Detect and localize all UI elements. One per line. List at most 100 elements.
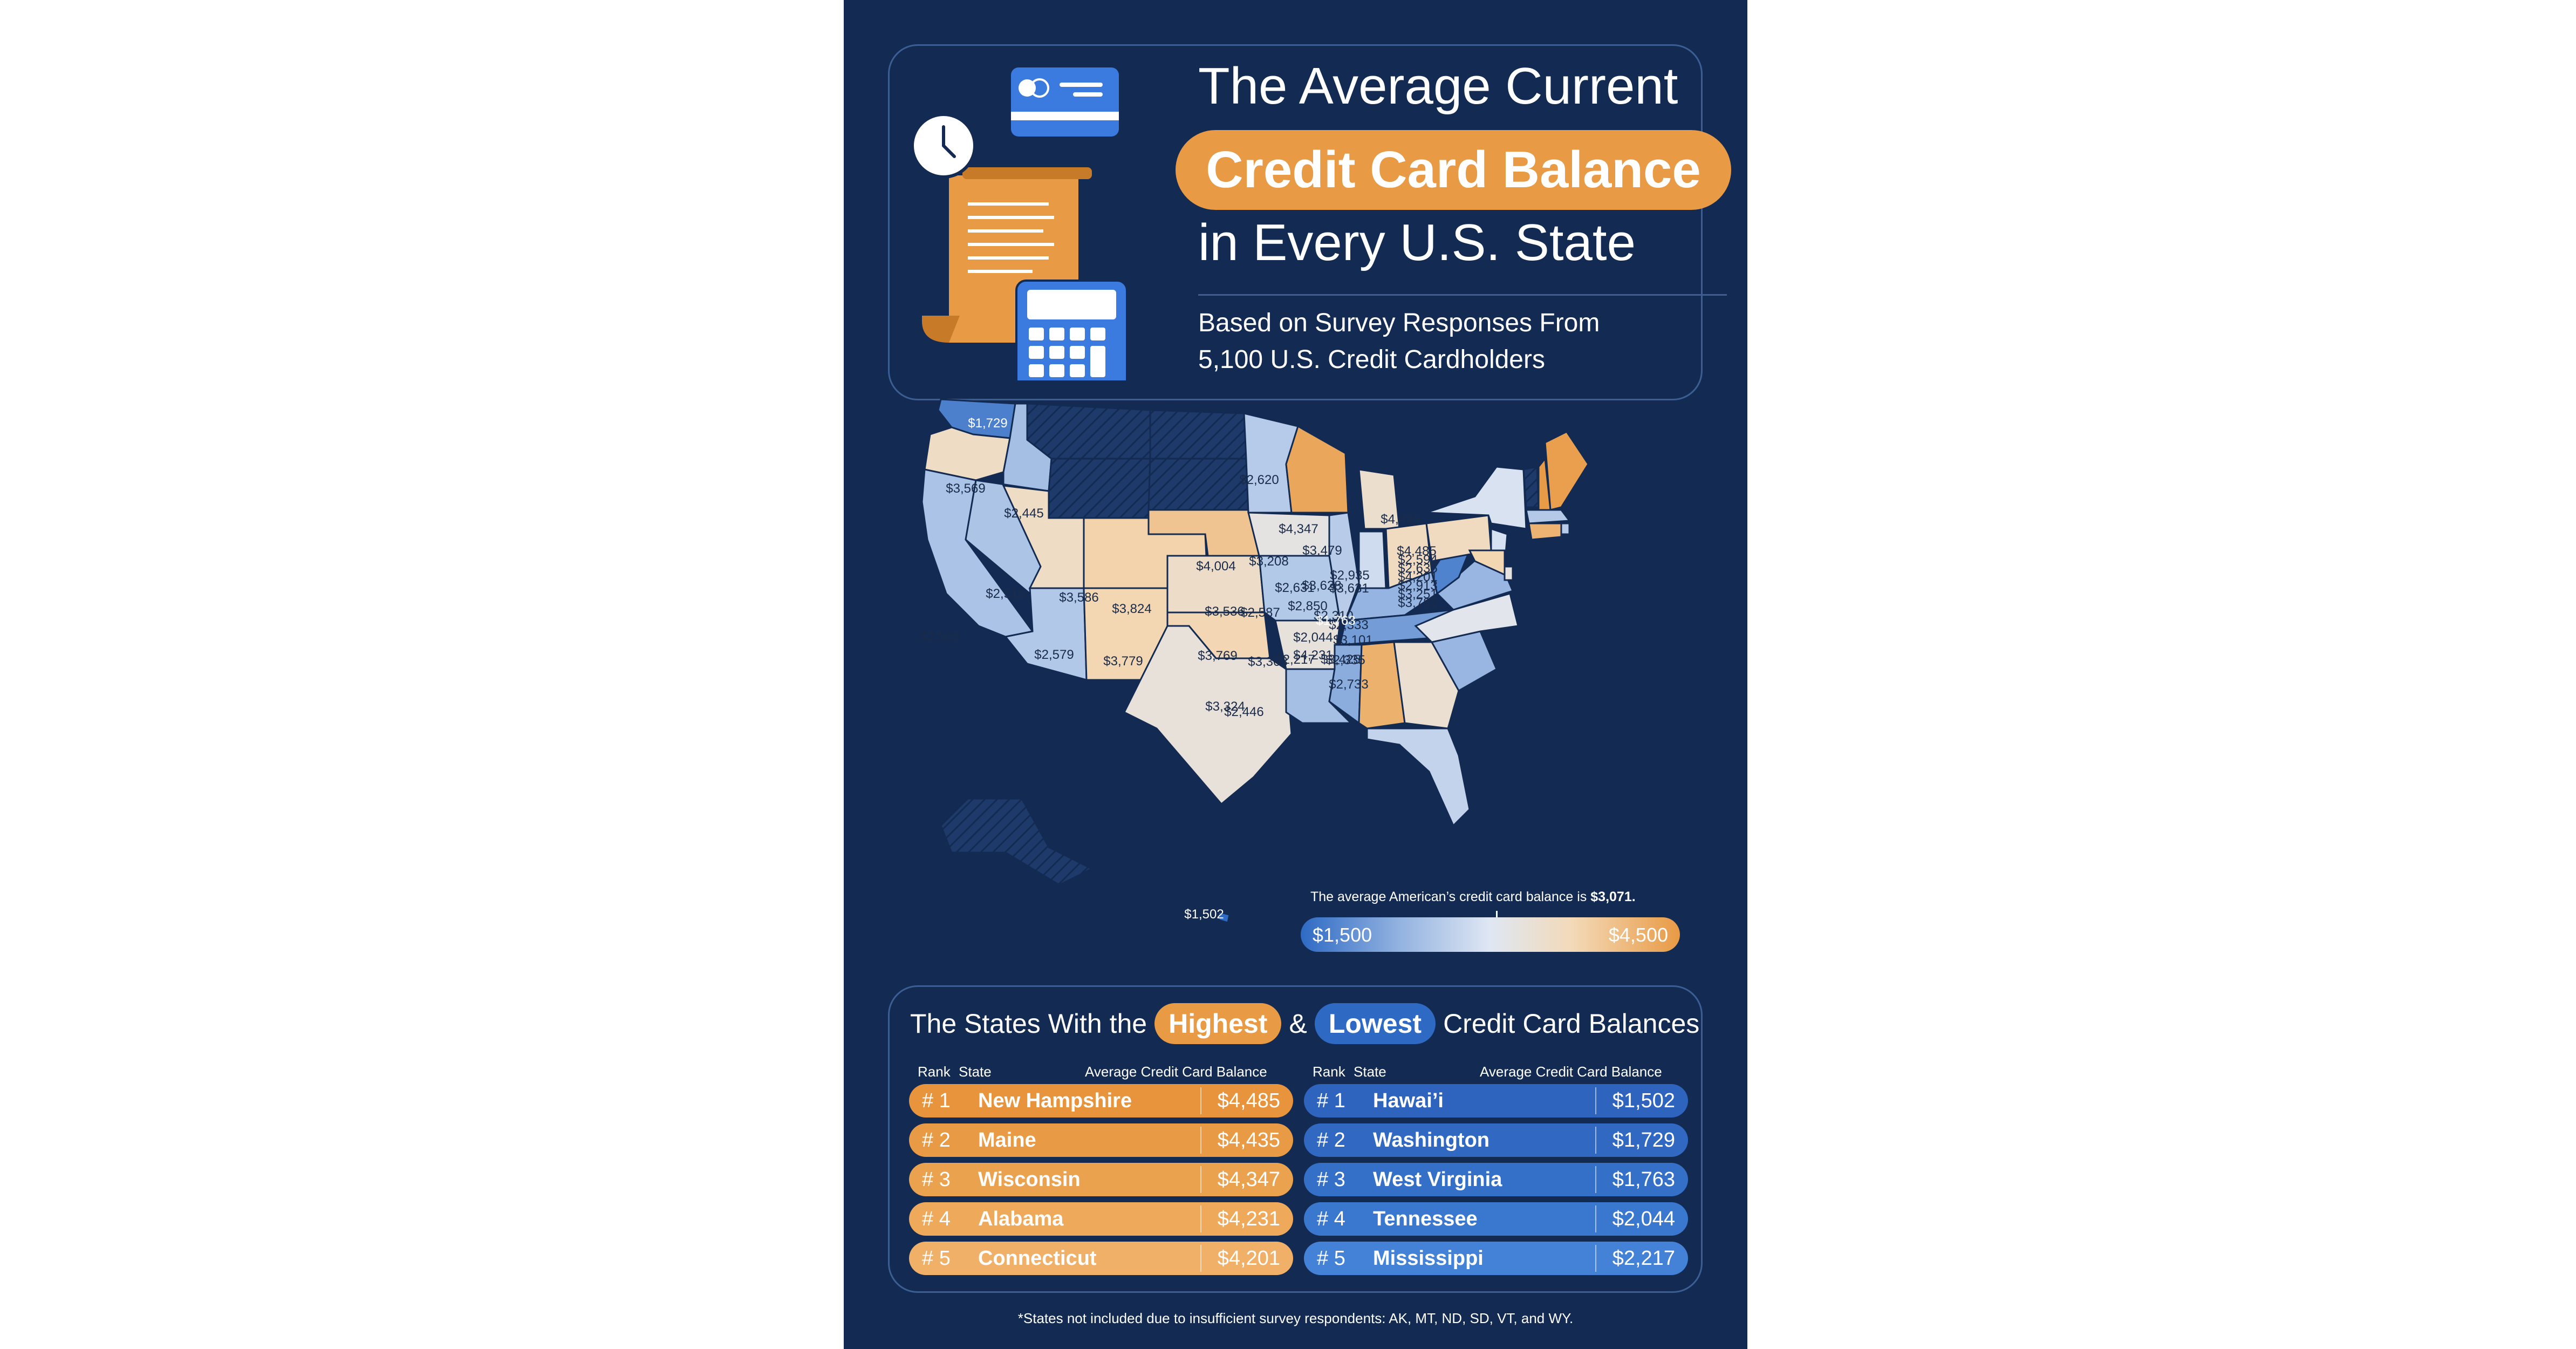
rank-state: Washington — [1373, 1129, 1489, 1152]
subtitle-line-2: 5,100 U.S. Credit Cardholders — [1198, 345, 1545, 374]
average-note: The average American’s credit card balan… — [1310, 889, 1636, 904]
state-value-label-id: $2,445 — [1004, 506, 1043, 521]
header-card: The Average Current Credit Card Balance … — [888, 44, 1731, 400]
rankings-title: The States With the Highest & Lowest Cre… — [910, 1003, 1699, 1044]
lowest-rank-row: # 1 Hawai’i $1,502 — [1304, 1084, 1688, 1118]
rank-divider — [1200, 1127, 1201, 1154]
state-tx — [1123, 625, 1293, 806]
rank-state: Alabama — [978, 1208, 1064, 1230]
state-value-label-de: $3,251 — [1398, 587, 1437, 602]
us-state-map: $1,729 $3,569 $2,445 $2,509 $2,519 $3,586 $2,5… — [920, 398, 1589, 924]
state-value-label-wi: $4,347 — [1279, 522, 1318, 536]
rank-balance: $1,502 — [1612, 1089, 1675, 1112]
rank-number: # 3 — [1317, 1168, 1345, 1191]
rank-number: # 5 — [1317, 1247, 1345, 1270]
rank-divider — [1200, 1087, 1201, 1114]
rank-state: Mississippi — [1373, 1247, 1484, 1270]
state-value-label-ri: $2,635 — [1398, 561, 1437, 576]
state-value-label-ct: $4,201 — [1398, 570, 1437, 584]
state-value-label-va: $2,333 — [1329, 618, 1368, 632]
rank-divider — [1595, 1087, 1596, 1114]
state-value-label-nv: $2,519 — [986, 587, 1025, 601]
state-value-label-ut: $3,586 — [1059, 590, 1098, 605]
rank-state: Wisconsin — [978, 1168, 1081, 1191]
lowest-rank-row: # 4 Tennessee $2,044 — [1304, 1202, 1688, 1236]
state-al — [1358, 641, 1406, 730]
highest-col-balance: Average Credit Card Balance — [1085, 1064, 1267, 1080]
lowest-pill: Lowest — [1314, 1003, 1436, 1044]
rank-number: # 2 — [1317, 1129, 1345, 1152]
state-md — [1468, 549, 1506, 576]
highest-rank-row: # 5 Connecticut $4,201 — [909, 1242, 1293, 1275]
infographic-poster: The Average Current Credit Card Balance … — [844, 0, 1747, 1349]
rank-balance: $4,435 — [1217, 1129, 1280, 1152]
state-ct — [1528, 522, 1562, 541]
lowest-col-balance: Average Credit Card Balance — [1480, 1064, 1662, 1080]
state-value-label-oh: $3,628 — [1302, 578, 1341, 593]
rank-divider — [1595, 1166, 1596, 1193]
title-line-1: The Average Current — [1198, 57, 1678, 115]
state-value-label-hi: $1,502 — [1184, 907, 1224, 922]
subtitle-line-1: Based on Survey Responses From — [1198, 309, 1600, 337]
rank-state: New Hampshire — [978, 1089, 1132, 1112]
rank-divider — [1595, 1205, 1596, 1232]
rank-number: # 1 — [1317, 1089, 1345, 1112]
legend-min-label: $1,500 — [1313, 924, 1372, 946]
state-value-label-nj: $2,913 — [1398, 578, 1437, 593]
rankings-title-suffix: Credit Card Balances — [1443, 1009, 1700, 1039]
state-nd — [1149, 409, 1247, 460]
title-highlight: Credit Card Balance — [1176, 130, 1731, 210]
state-value-label-ky: $2,310 — [1314, 609, 1353, 623]
rank-number: # 1 — [922, 1089, 951, 1112]
state-wy — [1048, 458, 1151, 519]
state-value-label-md: $3,781 — [1398, 596, 1437, 610]
calculator-icon — [1015, 280, 1128, 380]
rank-balance: $4,201 — [1217, 1247, 1280, 1270]
rank-divider — [1200, 1245, 1201, 1272]
state-ga — [1393, 641, 1460, 730]
state-value-label-fl: $2,733 — [1329, 677, 1368, 692]
state-value-label-nc: $3,101 — [1333, 633, 1372, 648]
state-value-label-wa: $1,729 — [968, 416, 1007, 431]
state-value-label-ga: $3,425 — [1321, 652, 1360, 667]
rank-state: Maine — [978, 1129, 1036, 1152]
state-value-label-ms: $2,217 — [1275, 652, 1315, 667]
state-value-label-sc: $2,335 — [1325, 653, 1365, 667]
rank-balance: $2,217 — [1612, 1247, 1675, 1270]
lowest-col-state: State — [1354, 1064, 1386, 1080]
legend-max-label: $4,500 — [1608, 924, 1668, 946]
state-wi — [1285, 425, 1349, 514]
state-value-label-ma: $2,594 — [1398, 553, 1437, 567]
ampersand: & — [1289, 1009, 1307, 1039]
highest-rank-row: # 2 Maine $4,435 — [909, 1123, 1293, 1157]
state-value-label-mn: $2,620 — [1239, 473, 1279, 487]
rank-divider — [1200, 1205, 1201, 1232]
title-line-3: in Every U.S. State — [1198, 214, 1636, 271]
highest-col-state: State — [959, 1064, 992, 1080]
rankings-card: The States With the Highest & Lowest Cre… — [888, 985, 1703, 1293]
rank-divider — [1200, 1166, 1201, 1193]
highest-pill: Highest — [1154, 1003, 1282, 1044]
state-value-label-al: $4,231 — [1293, 648, 1333, 663]
rank-state: Hawai’i — [1373, 1089, 1444, 1112]
finance-illustration — [911, 67, 1128, 380]
credit-card-icon — [1011, 67, 1119, 137]
state-hi — [1218, 911, 1231, 924]
header-divider — [1198, 294, 1727, 296]
state-ri — [1560, 522, 1570, 535]
state-ma — [1525, 509, 1571, 524]
rank-number: # 3 — [922, 1168, 951, 1191]
highest-col-rank: Rank — [918, 1064, 951, 1080]
rank-balance: $4,231 — [1217, 1208, 1280, 1230]
state-ms — [1328, 644, 1363, 725]
rank-state: Connecticut — [978, 1247, 1097, 1270]
clock-icon — [911, 113, 976, 179]
state-value-label-ca: $2,509 — [920, 630, 959, 644]
lowest-rank-row: # 3 West Virginia $1,763 — [1304, 1163, 1688, 1196]
state-value-label-il: $2,631 — [1275, 581, 1314, 595]
state-value-label-me: $4,435 — [1381, 512, 1420, 527]
state-value-label-ks: $3,536 — [1205, 604, 1244, 619]
state-value-label-tx: $3,324 — [1205, 699, 1245, 714]
state-value-label-mo: $2,587 — [1240, 605, 1280, 620]
rank-number: # 4 — [1317, 1208, 1345, 1230]
